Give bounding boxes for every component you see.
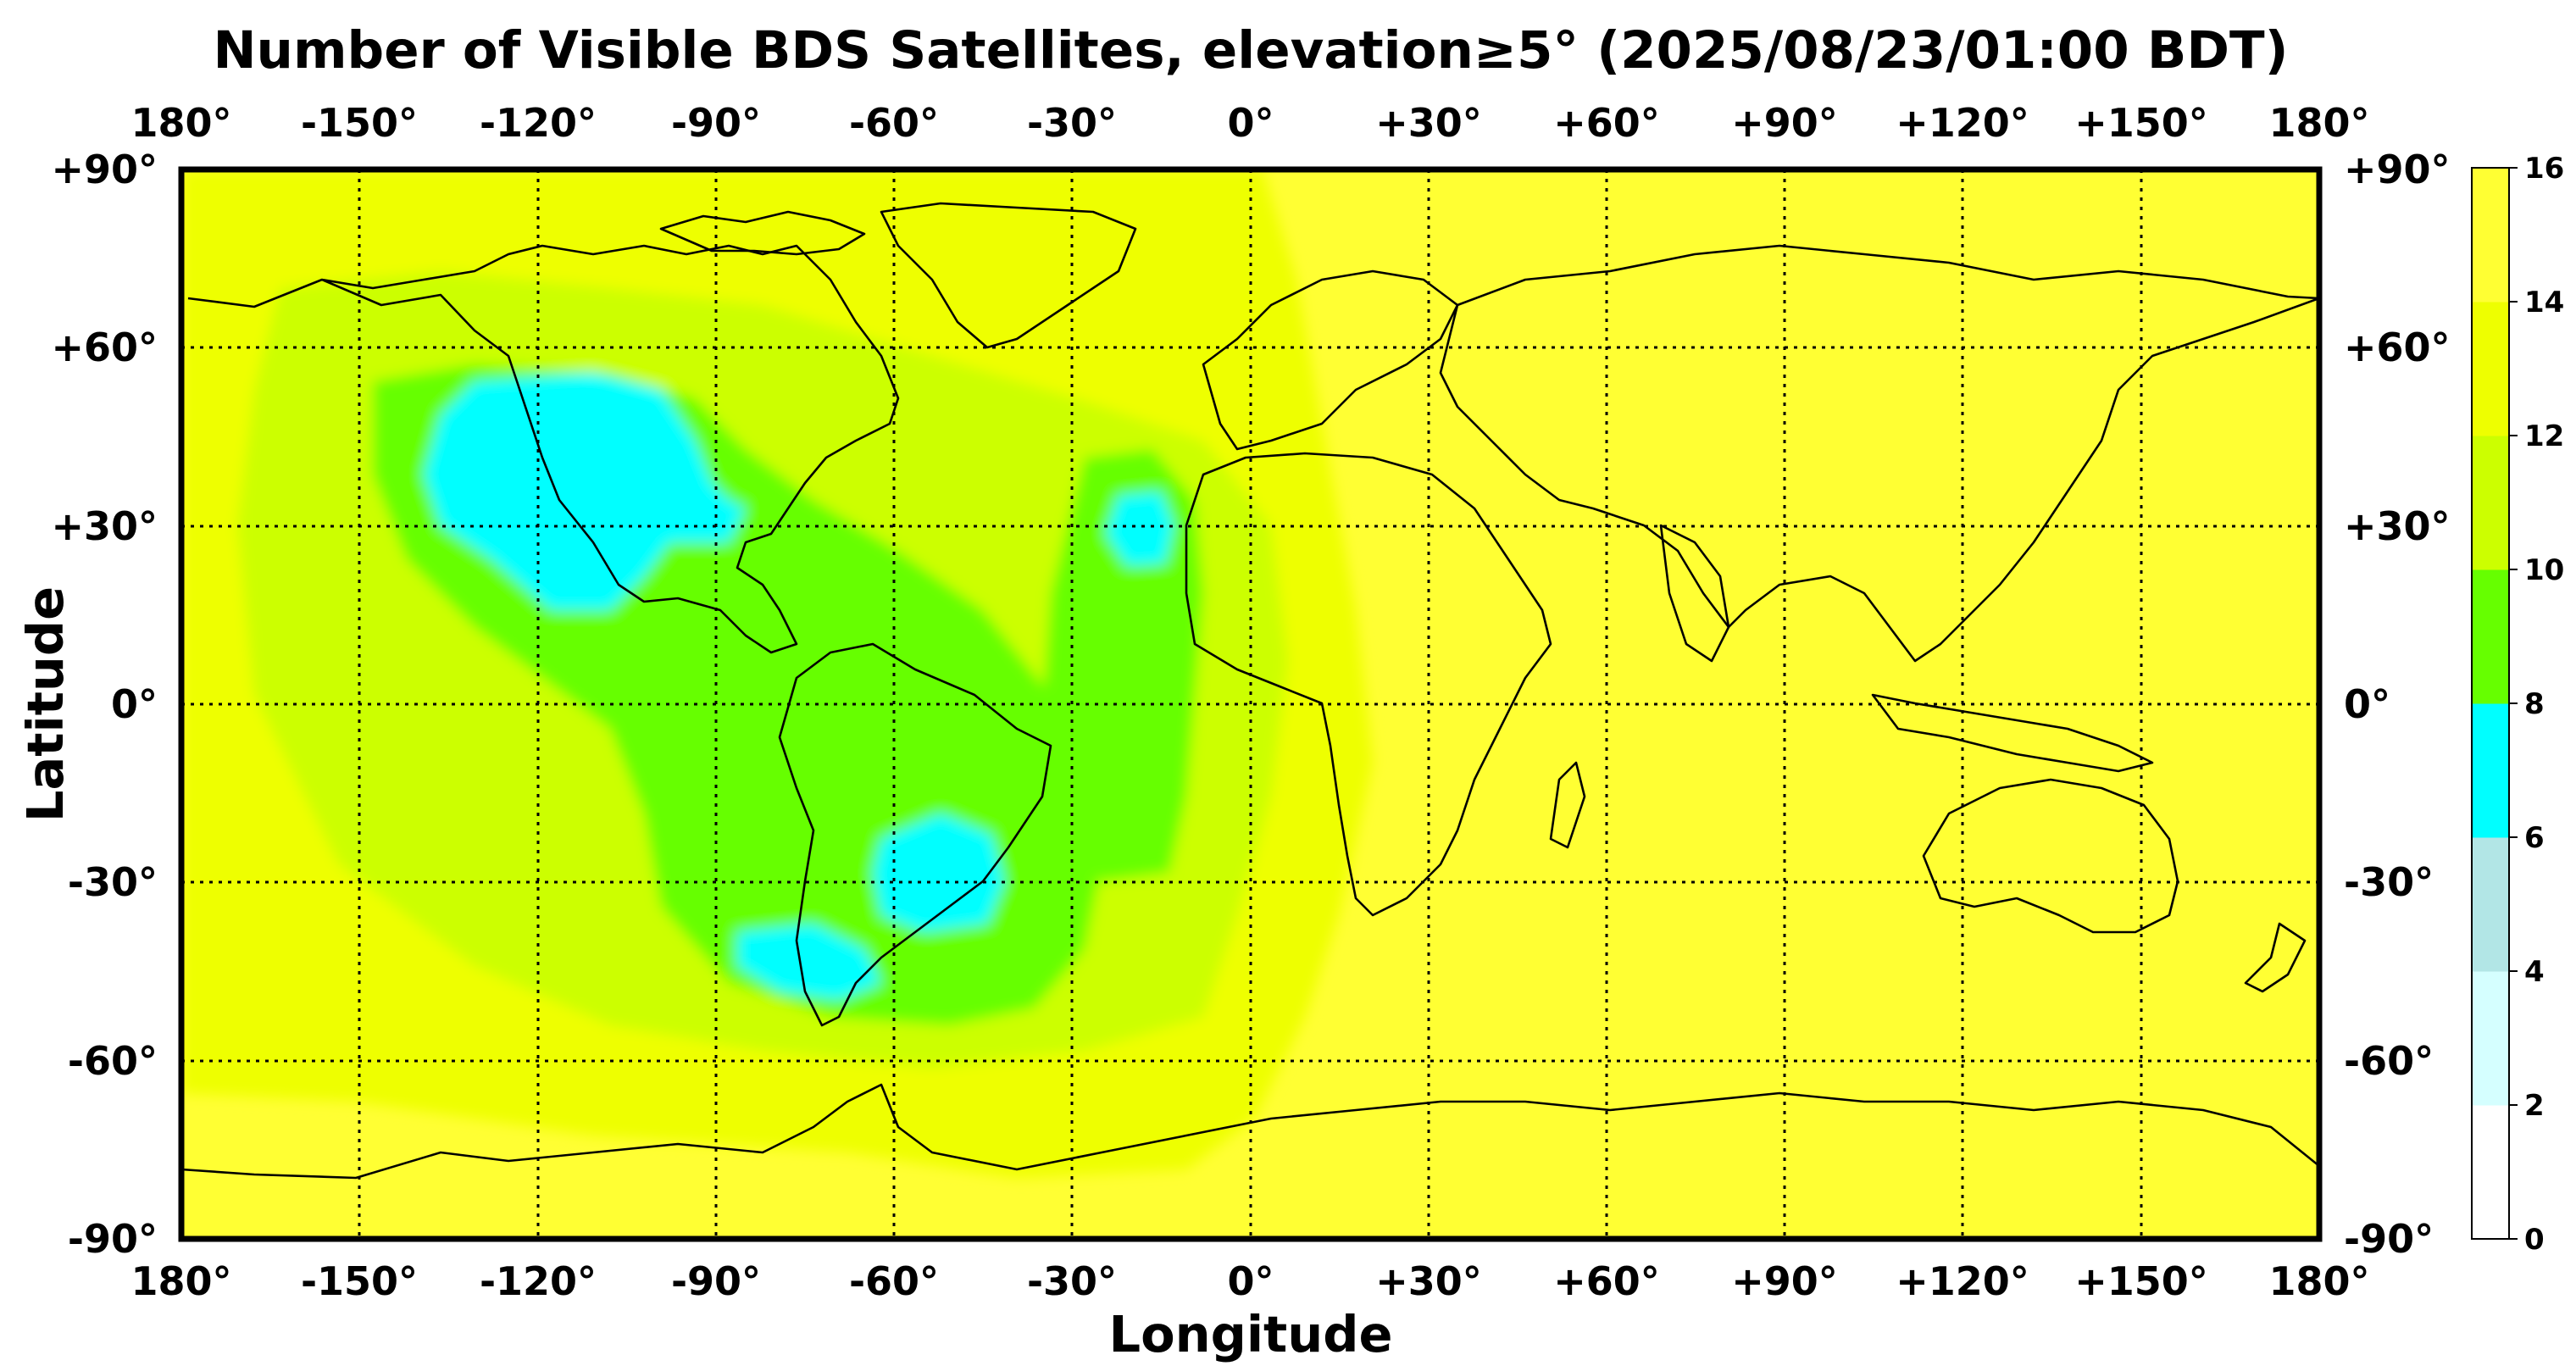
lon-tick-label: -150°	[301, 1258, 418, 1304]
lat-tick-label: -60°	[68, 1038, 158, 1084]
lon-tick-label: 180°	[2268, 100, 2369, 146]
lon-tick-label: +30°	[1375, 100, 1482, 146]
coast-greenland	[880, 202, 1137, 349]
lat-ticks-left: +90° +60° +30° 0° -30° -60° -90°	[51, 147, 158, 1262]
lon-tick-label: 180°	[130, 1258, 231, 1304]
colorbar-swatch	[2472, 703, 2509, 838]
coast-indonesia	[1871, 693, 2154, 773]
coast-india	[1659, 524, 1730, 663]
lon-tick-label: +150°	[2074, 1258, 2208, 1304]
lon-tick-label: -120°	[480, 100, 597, 146]
field-6-8-namerica	[424, 373, 746, 610]
lon-tick-label: +60°	[1553, 100, 1660, 146]
field-6-8-brazil	[873, 813, 1004, 932]
colorbar: 0 2 4 6 8 10 12 14 16	[2471, 152, 2564, 1257]
colorbar-tick-label: 6	[2524, 821, 2545, 855]
coast-north-america	[187, 244, 900, 654]
colorbar-swatch	[2472, 302, 2509, 436]
lon-tick-label: +120°	[1896, 1258, 2029, 1304]
lat-tick-label: +60°	[51, 325, 158, 370]
lon-tick-label: -30°	[1027, 1258, 1117, 1304]
lon-ticks-bottom: 180° -150° -120° -90° -60° -30° 0° +30° …	[130, 1258, 2369, 1304]
colorbar-tick-label: 10	[2524, 553, 2564, 587]
coast-arctic-islands	[659, 210, 866, 256]
coast-madagascar	[1549, 761, 1586, 849]
colorbar-swatch	[2472, 1105, 2509, 1240]
coast-south-america	[778, 642, 1052, 1027]
field-6-8-patagonia	[737, 924, 881, 1000]
lon-tick-label: -30°	[1027, 100, 1117, 146]
lat-tick-label: -90°	[2344, 1216, 2434, 1262]
lat-tick-label: 0°	[111, 681, 158, 727]
colorbar-swatch	[2472, 569, 2509, 704]
lon-tick-label: +60°	[1553, 1258, 1660, 1304]
map-frame	[178, 166, 2323, 1242]
lat-tick-label: +30°	[51, 503, 158, 549]
lon-tick-label: -90°	[671, 100, 761, 146]
colorbar-ticks: 0 2 4 6 8 10 12 14 16	[2509, 152, 2564, 1257]
colorbar-tick-label: 2	[2524, 1089, 2545, 1123]
lat-tick-label: -60°	[2344, 1038, 2434, 1084]
lat-tick-label: -30°	[68, 859, 158, 905]
x-axis-label: Longitude	[1108, 1305, 1392, 1363]
field-6-8-atlantic	[1106, 491, 1174, 566]
lon-tick-label: +120°	[1896, 100, 2029, 146]
lon-tick-label: -60°	[849, 1258, 939, 1304]
lon-tick-label: 180°	[130, 100, 231, 146]
lat-tick-label: +90°	[2344, 147, 2451, 192]
lon-tick-label: +150°	[2074, 100, 2208, 146]
colorbar-tick-label: 16	[2524, 152, 2564, 186]
lat-tick-label: -90°	[68, 1216, 158, 1262]
colorbar-swatch	[2472, 436, 2509, 570]
coast-europe	[1202, 269, 1459, 451]
lon-tick-label: +30°	[1375, 1258, 1482, 1304]
lat-ticks-right: +90° +60° +30° 0° -30° -60° -90°	[2344, 147, 2451, 1262]
lon-tick-label: -90°	[671, 1258, 761, 1304]
colorbar-swatch	[2472, 168, 2509, 303]
lon-tick-label: -60°	[849, 100, 939, 146]
lon-tick-label: +90°	[1731, 100, 1838, 146]
lat-tick-label: +30°	[2344, 503, 2451, 549]
lon-tick-label: 0°	[1227, 1258, 1274, 1304]
colorbar-tick-label: 0	[2524, 1223, 2545, 1257]
colorbar-swatches	[2472, 168, 2509, 1240]
gridlines	[181, 169, 2319, 1239]
coast-new-zealand	[2244, 922, 2307, 993]
colorbar-swatch	[2472, 971, 2509, 1106]
lat-tick-label: +90°	[51, 147, 158, 192]
colorbar-tick-label: 4	[2524, 955, 2545, 989]
chart-title: Number of Visible BDS Satellites, elevat…	[214, 20, 2289, 81]
lon-tick-label: -120°	[480, 1258, 597, 1304]
colorbar-tick-label: 14	[2524, 286, 2564, 319]
colorbar-tick-label: 12	[2524, 419, 2564, 453]
y-axis-label: Latitude	[16, 586, 75, 822]
lon-tick-label: 0°	[1227, 100, 1274, 146]
colorbar-swatch	[2472, 837, 2509, 972]
lat-tick-label: +60°	[2344, 325, 2451, 370]
colorbar-tick-label: 8	[2524, 687, 2545, 721]
lon-tick-label: +90°	[1731, 1258, 1838, 1304]
lat-tick-label: 0°	[2344, 681, 2390, 727]
lon-ticks-top: 180° -150° -120° -90° -60° -30° 0° +30° …	[130, 100, 2369, 146]
lat-tick-label: -30°	[2344, 859, 2434, 905]
lon-tick-label: 180°	[2268, 1258, 2369, 1304]
coast-australia	[1922, 778, 2179, 934]
coast-asia	[1439, 244, 2319, 663]
lon-tick-label: -150°	[301, 100, 418, 146]
